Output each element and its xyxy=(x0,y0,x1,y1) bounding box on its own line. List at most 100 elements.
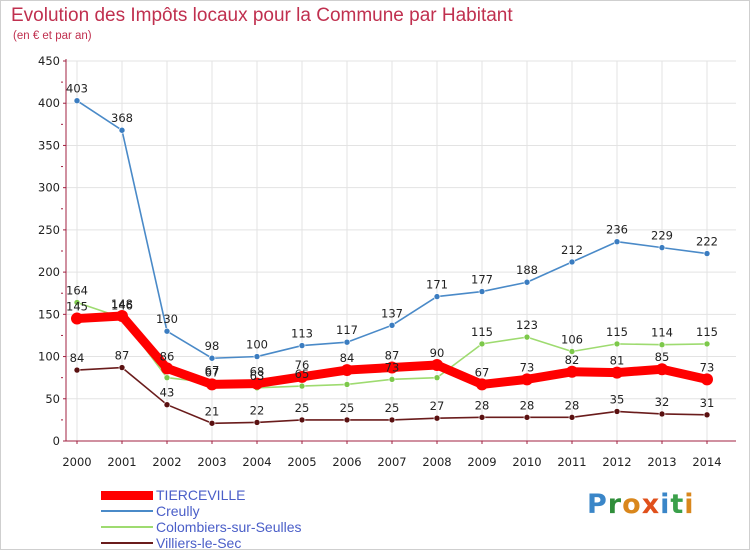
data-label: 73 xyxy=(385,360,400,374)
data-label: 73 xyxy=(520,360,535,374)
data-point xyxy=(386,361,398,374)
data-point xyxy=(73,366,81,374)
data-point xyxy=(568,414,576,421)
chart-title: Evolution des Impôts locaux pour la Comm… xyxy=(11,5,513,26)
data-point xyxy=(433,414,441,422)
y-tick-label: 200 xyxy=(38,265,60,279)
data-label: 403 xyxy=(66,82,88,96)
data-label: 368 xyxy=(111,111,133,125)
data-point xyxy=(73,299,81,306)
logo-letter: o xyxy=(622,489,642,520)
data-label: 164 xyxy=(66,284,88,298)
x-tick-label: 2012 xyxy=(602,455,631,469)
x-tick-label: 2001 xyxy=(107,455,136,469)
data-label: 28 xyxy=(475,398,490,412)
data-point xyxy=(118,364,126,371)
data-point xyxy=(388,322,396,329)
data-point xyxy=(116,310,128,323)
data-label: 67 xyxy=(475,365,490,379)
data-label: 114 xyxy=(651,326,673,340)
data-label: 86 xyxy=(160,349,175,363)
data-point xyxy=(71,312,83,325)
data-label: 73 xyxy=(700,360,715,374)
data-label: 115 xyxy=(606,325,628,339)
data-point xyxy=(388,416,396,424)
data-point xyxy=(208,354,216,362)
data-label: 87 xyxy=(115,349,130,363)
data-label: 32 xyxy=(655,395,670,409)
data-point xyxy=(253,353,261,360)
x-tick-label: 2002 xyxy=(152,455,181,469)
data-label: 177 xyxy=(471,273,493,287)
data-label: 87 xyxy=(385,349,400,363)
data-point xyxy=(523,278,531,286)
legend-swatch xyxy=(101,526,153,528)
x-tick-label: 2003 xyxy=(197,455,226,469)
data-label: 21 xyxy=(205,404,220,418)
data-point xyxy=(118,126,126,134)
data-label: 106 xyxy=(561,332,583,346)
data-label: 82 xyxy=(565,353,580,367)
data-label: 27 xyxy=(430,399,445,413)
data-point xyxy=(656,363,668,376)
data-label: 43 xyxy=(160,386,175,400)
data-point xyxy=(523,414,531,421)
data-label: 25 xyxy=(295,401,310,415)
data-label: 76 xyxy=(295,358,310,372)
data-label: 130 xyxy=(156,312,178,326)
y-tick-label: 400 xyxy=(38,96,60,110)
data-label: 98 xyxy=(205,339,220,353)
data-label: 28 xyxy=(520,398,535,412)
data-point xyxy=(478,288,486,295)
y-tick-label: 450 xyxy=(38,54,60,68)
data-point xyxy=(568,258,576,266)
data-point xyxy=(343,338,351,346)
y-tick-label: 300 xyxy=(38,181,60,195)
data-point xyxy=(206,378,218,391)
data-label: 67 xyxy=(205,365,220,379)
data-label: 137 xyxy=(381,306,403,320)
logo-letter: i xyxy=(660,489,671,520)
data-point xyxy=(431,359,443,371)
y-tick-label: 350 xyxy=(38,138,60,152)
data-point xyxy=(658,410,666,418)
data-label: 115 xyxy=(696,325,718,339)
data-point xyxy=(523,333,531,341)
data-label: 25 xyxy=(385,401,400,415)
data-point xyxy=(478,414,486,421)
x-tick-label: 2009 xyxy=(467,455,496,469)
data-label: 84 xyxy=(340,351,355,365)
data-label: 67 xyxy=(205,364,220,378)
x-tick-label: 2006 xyxy=(332,455,361,469)
legend-label: Creully xyxy=(156,503,200,519)
x-tick-label: 2004 xyxy=(242,455,271,469)
data-label: 113 xyxy=(291,327,313,341)
data-point xyxy=(433,374,441,381)
data-point xyxy=(163,374,171,381)
logo-letter: r xyxy=(607,489,623,520)
x-tick-label: 2013 xyxy=(647,455,676,469)
logo-letter: x xyxy=(641,489,661,520)
logo-letter: i xyxy=(684,489,695,520)
legend-label: TIERCEVILLE xyxy=(156,487,246,503)
data-point xyxy=(568,348,576,355)
data-point xyxy=(163,401,171,408)
data-point xyxy=(298,342,306,349)
data-label: 229 xyxy=(651,229,673,243)
x-tick-label: 2007 xyxy=(377,455,406,469)
data-point xyxy=(613,238,621,246)
data-point xyxy=(703,340,711,348)
data-point xyxy=(476,378,488,391)
data-label: 81 xyxy=(610,354,625,368)
data-point xyxy=(566,365,578,378)
data-label: 188 xyxy=(516,263,538,277)
data-label: 148 xyxy=(111,297,133,311)
data-point xyxy=(521,373,533,386)
data-point xyxy=(478,340,486,348)
data-point xyxy=(701,373,713,386)
proxiti-logo: Proxiti xyxy=(587,489,695,520)
logo-letter: P xyxy=(587,489,608,520)
data-point xyxy=(161,362,173,375)
data-point xyxy=(163,327,171,335)
